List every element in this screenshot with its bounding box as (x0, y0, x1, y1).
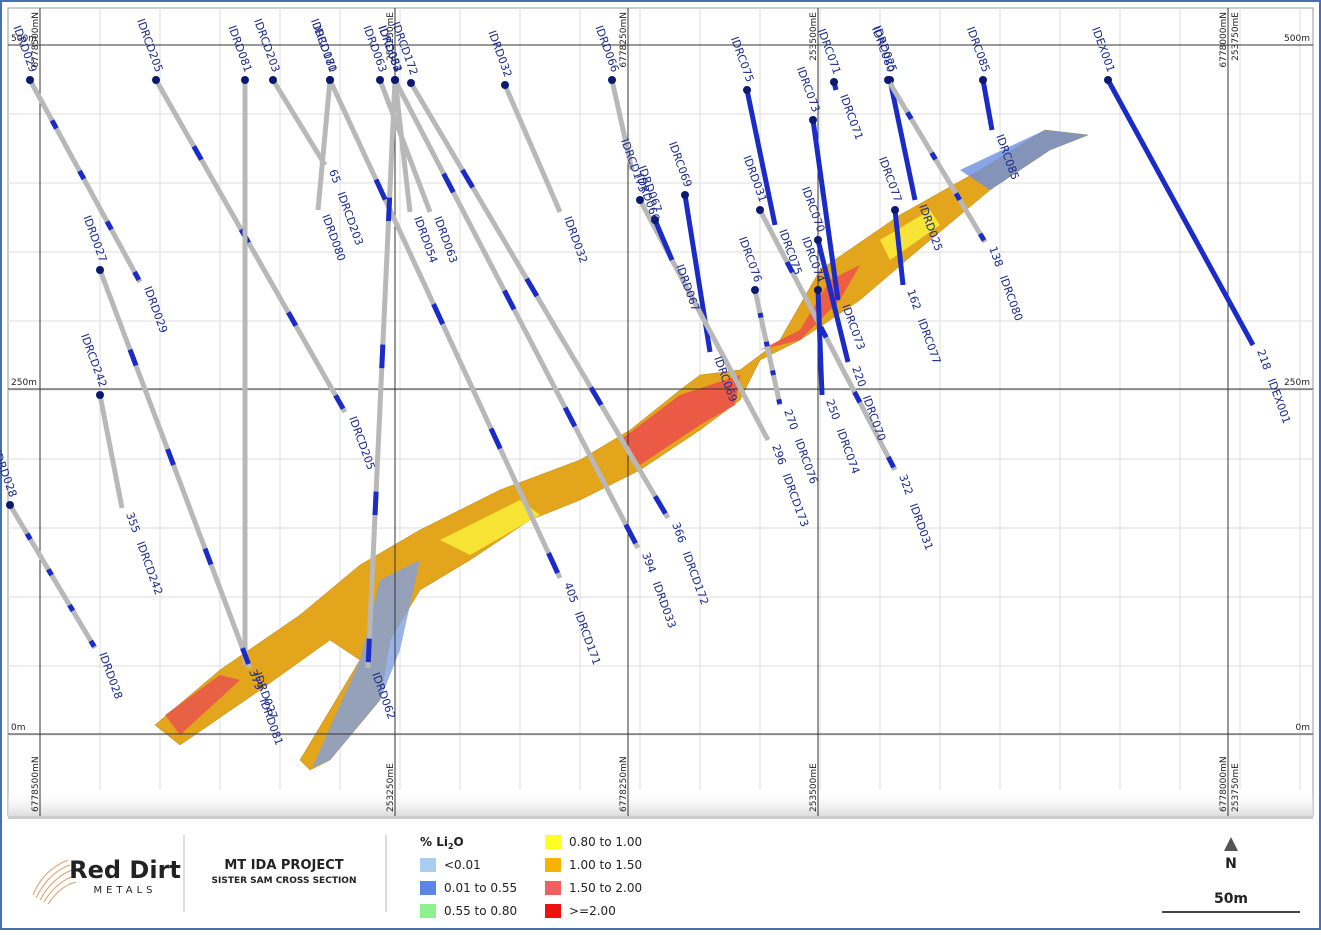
collar (241, 76, 249, 84)
company-sub: METALS (93, 885, 156, 896)
collar (608, 76, 616, 84)
collar (891, 206, 899, 214)
collar (6, 501, 14, 509)
mineralised-interval (907, 112, 911, 118)
page: {"grid":{"elevations":["500m","250m","0m… (0, 0, 1321, 930)
legend-swatch (545, 904, 561, 918)
mineralised-interval (389, 198, 390, 222)
collar (809, 116, 817, 124)
mineralised-interval (932, 153, 936, 159)
elevation-label: 0m (11, 723, 26, 733)
mineralised-interval (980, 234, 984, 240)
collar (326, 76, 334, 84)
legend-title: % Li2O (420, 835, 464, 851)
legend-swatch (420, 858, 436, 872)
section-title: SISTER SAM CROSS SECTION (212, 876, 357, 886)
company-name: Red Dirt (69, 856, 181, 884)
mineralised-interval (760, 313, 761, 318)
mineralised-interval (375, 492, 376, 516)
collar (743, 86, 751, 94)
scale-label: 50m (1214, 891, 1248, 907)
coord-label: 6778250mN (619, 12, 629, 68)
mineralised-interval (779, 399, 780, 404)
coord-label: 6778250mN (619, 756, 629, 812)
elevation-label: 250m (1284, 378, 1310, 388)
elevation-label: 250m (11, 378, 37, 388)
elevation-label: 0m (1296, 723, 1311, 733)
collar (751, 286, 759, 294)
collar (391, 76, 399, 84)
mineralised-interval (368, 639, 369, 663)
collar (1104, 76, 1112, 84)
mineralised-interval (48, 569, 51, 575)
project-title: MT IDA PROJECT (224, 858, 343, 873)
coord-label: 253250mE (386, 763, 396, 812)
collar (830, 78, 838, 86)
coord-label: 6778000mN (1219, 756, 1229, 812)
collar (756, 206, 764, 214)
mineralised-interval (956, 193, 960, 199)
collar (96, 266, 104, 274)
mineralised-interval (27, 534, 30, 540)
collar (407, 79, 415, 87)
legend-title-suffix: O (454, 835, 464, 849)
legend-swatch (420, 904, 436, 918)
collar (152, 76, 160, 84)
legend-swatch (545, 881, 561, 895)
mineralised-interval (70, 605, 73, 611)
elevation-label: 500m (1284, 34, 1310, 44)
mineralised-interval (91, 641, 94, 647)
legend-swatch (545, 835, 561, 849)
fade (8, 790, 1313, 816)
collar (681, 191, 689, 199)
legend-label: >=2.00 (569, 904, 616, 918)
collar (501, 81, 509, 89)
legend-label: 1.00 to 1.50 (569, 858, 642, 872)
legend-label: 0.55 to 0.80 (444, 904, 517, 918)
coord-label: 253750mE (1231, 12, 1241, 61)
legend-title-prefix: % Li (420, 835, 448, 849)
section-figure: 500m500m250m250m0m0m6778500mN6778500mN25… (0, 0, 1321, 930)
collar (814, 236, 822, 244)
legend-swatch (420, 881, 436, 895)
collar (884, 76, 892, 84)
legend-label: 0.80 to 1.00 (569, 835, 642, 849)
legend-label: 1.50 to 2.00 (569, 881, 642, 895)
coord-label: 253750mE (1231, 763, 1241, 812)
coord-label: 6778500mN (31, 756, 41, 812)
coord-label: 6778000mN (1219, 12, 1229, 68)
collar (814, 286, 822, 294)
legend-label: <0.01 (444, 858, 481, 872)
mineralised-interval (382, 345, 383, 369)
collar (26, 76, 34, 84)
collar (96, 391, 104, 399)
legend-label: 0.01 to 0.55 (444, 881, 517, 895)
mineralised-interval (766, 342, 767, 347)
collar (269, 76, 277, 84)
north-label: N (1225, 856, 1237, 872)
collar (979, 76, 987, 84)
collar (376, 76, 384, 84)
coord-label: 253500mE (809, 763, 819, 812)
mineralised-interval (773, 371, 774, 376)
legend-swatch (545, 858, 561, 872)
